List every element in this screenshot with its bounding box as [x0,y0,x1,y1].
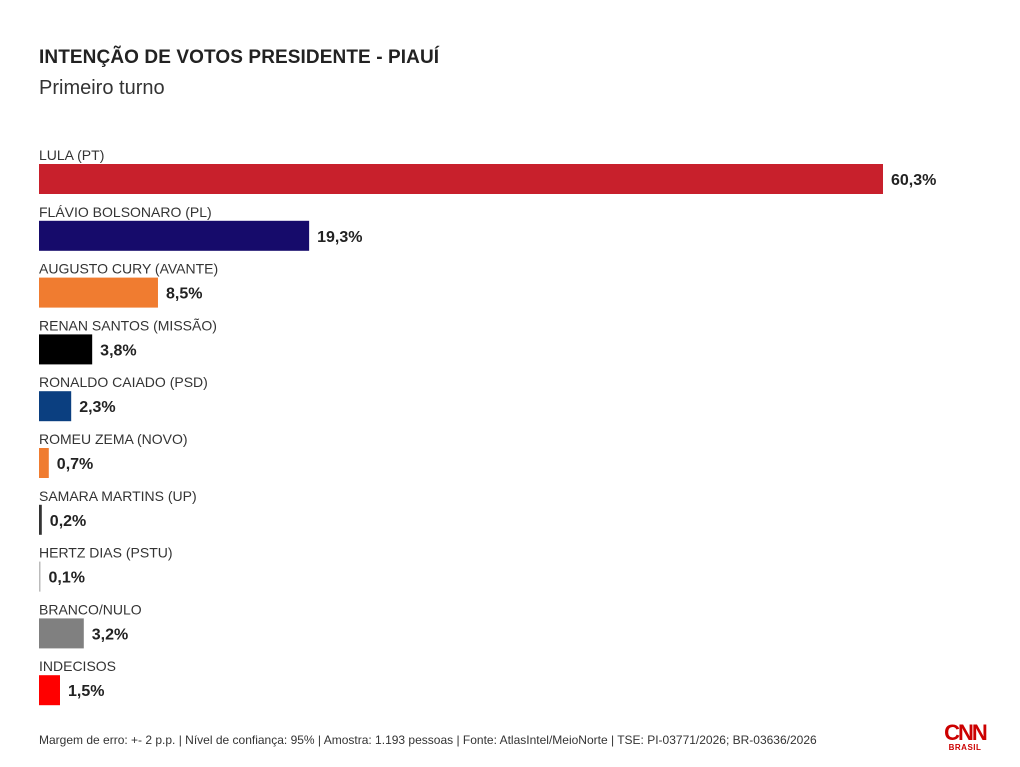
bar-value-label: 3,8% [100,342,136,359]
bar-label: HERTZ DIAS (PSTU) [39,545,173,561]
bar [39,277,158,308]
bar-chart: LULA (PT) 60,3% FLÁVIO BOLSONARO (PL) 19,3%… [39,147,936,706]
chart-subtitle: Primeiro turno [39,77,165,99]
bar-value-label: 0,7% [57,456,93,473]
bar-label: INDECISOS [39,658,116,674]
bar [39,561,41,592]
cnn-brasil-logo: CNN BRASIL [942,722,988,754]
bar [39,334,93,365]
bar-label: FLÁVIO BOLSONARO (PL) [39,204,212,220]
bar-label: LULA (PT) [39,147,104,163]
bar-value-label: 1,5% [68,683,104,700]
bar-label: BRANCO/NULO [39,601,142,617]
bar-label: RENAN SANTOS (MISSÃO) [39,317,217,333]
chart-title: INTENÇÃO DE VOTOS PRESIDENTE - PIAUÍ [39,47,440,68]
bar-value-label: 0,1% [49,570,85,587]
bar-value-label: 60,3% [891,172,936,189]
bar [39,391,72,422]
bar [39,448,49,478]
bar-value-label: 2,3% [79,399,115,416]
bar-label: ROMEU ZEMA (NOVO) [39,431,188,447]
bar [39,164,883,194]
bar [39,618,84,649]
source-footnote: Margem de erro: +- 2 p.p. | Nível de con… [39,733,817,747]
bar [39,220,310,251]
logo-subtext: BRASIL [948,743,982,752]
bar-value-label: 8,5% [166,286,202,303]
bar-value-label: 3,2% [92,626,128,643]
bar-label: AUGUSTO CURY (AVANTE) [39,261,218,277]
logo-text: CNN [944,720,988,745]
bar [39,504,42,535]
bar-label: RONALDO CAIADO (PSD) [39,374,208,390]
bar-label: SAMARA MARTINS (UP) [39,488,197,504]
bar [39,675,60,706]
bar-value-label: 0,2% [50,513,86,530]
bar-value-label: 19,3% [317,229,362,246]
